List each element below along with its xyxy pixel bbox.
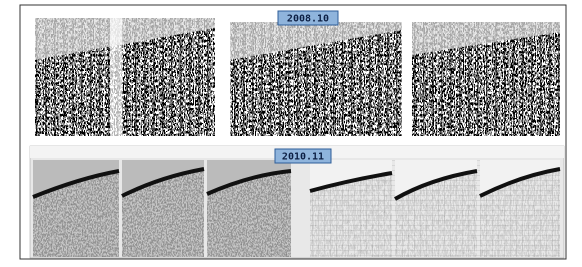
label: 2010.11 [282,152,324,163]
bottom-right-panels [310,160,560,257]
label: 2008.10 [287,14,329,25]
top-panels [35,18,560,136]
gap [110,18,122,136]
figure: 2008.10 2010.11 [0,0,582,267]
page: 2008.10 2010.11 [0,0,582,267]
bottom-left-panels [33,160,291,257]
